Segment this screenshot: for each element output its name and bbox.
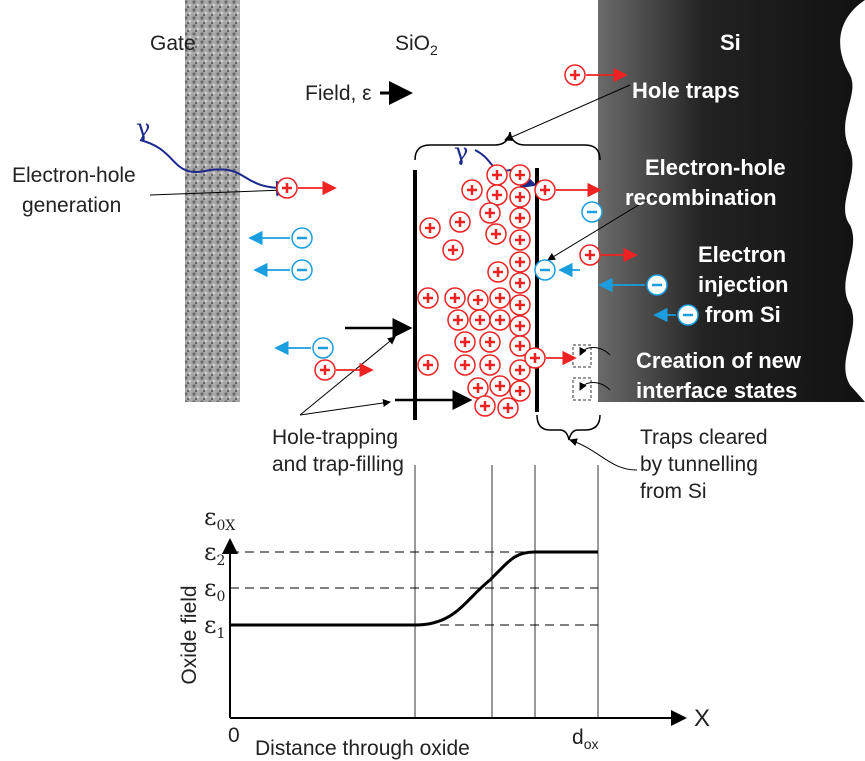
oxide-label: SiO2 <box>395 32 438 58</box>
gate-label: Gate <box>150 32 196 55</box>
subscript: 2 <box>430 42 438 58</box>
text: SiO <box>395 32 430 55</box>
line: Hole traps <box>632 78 740 103</box>
gamma: γ <box>136 114 150 142</box>
gamma: γ <box>454 138 468 166</box>
subscript: 0X <box>216 518 235 534</box>
line: by tunnelling <box>640 453 758 476</box>
text: d <box>572 726 584 749</box>
line: Hole-trapping <box>272 426 398 449</box>
interface-state <box>573 378 591 400</box>
brace <box>415 132 600 160</box>
line: Traps cleared <box>640 426 768 449</box>
level-label: ε1 <box>204 611 225 642</box>
field-label: Field, ε <box>305 82 372 105</box>
generation-label: Electron-hole generation <box>12 164 136 217</box>
traps-cleared-label: Traps cleared by tunnelling from Si <box>640 426 768 503</box>
line: from Si <box>705 302 781 327</box>
brace <box>537 415 600 440</box>
level-label: ε0 <box>204 574 225 605</box>
subscript: 2 <box>216 553 225 569</box>
origin-label: 0 <box>228 724 240 747</box>
subscript: 0 <box>216 589 225 605</box>
region-lines <box>415 465 598 718</box>
field-plot: ε0X ε2 ε0 ε1 Oxide field X 0 Distance th… <box>178 465 710 760</box>
subscript: ox <box>584 736 599 752</box>
line: from Si <box>640 480 707 503</box>
line: interface states <box>636 378 797 403</box>
line: Electron <box>698 242 786 267</box>
text: ε <box>204 574 216 602</box>
text: ε <box>204 503 216 531</box>
end-label: dox <box>572 726 598 752</box>
line: recombination <box>625 185 777 210</box>
subscript: 1 <box>216 626 225 642</box>
y-axis-label: Oxide field <box>178 585 201 684</box>
line: injection <box>698 272 788 297</box>
y-symbol: ε0X <box>204 503 235 534</box>
x-axis-label: Distance through oxide <box>255 737 470 760</box>
hole-trapping-label: Hole-trapping and trap-filling <box>272 426 404 476</box>
silicon-label: Si <box>720 30 741 55</box>
level-label: ε2 <box>204 538 225 569</box>
line: Electron-hole <box>645 155 786 180</box>
level-lines <box>230 552 598 625</box>
line: Electron-hole <box>12 164 136 187</box>
text: ε <box>204 538 216 566</box>
gate-region <box>185 0 240 402</box>
diagram: Gate SiO2 Si Field, ε γ γ Electron-holeg… <box>0 0 865 761</box>
text: ε <box>204 611 216 639</box>
process-label: Hole traps <box>632 78 740 103</box>
process-label: Electron injection from Si <box>698 242 788 327</box>
line: and trap-filling <box>272 453 404 476</box>
line: Creation of new <box>636 348 802 373</box>
x-axis-symbol: X <box>694 705 710 732</box>
line: generation <box>22 194 121 217</box>
